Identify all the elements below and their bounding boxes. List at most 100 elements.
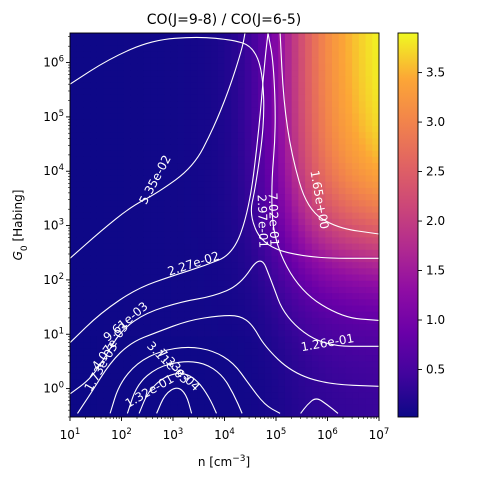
- heatmap-cell: [123, 70, 131, 77]
- y-tick-label: 102: [43, 272, 64, 287]
- heatmap-cell: [278, 187, 286, 195]
- heatmap-cell: [130, 107, 138, 115]
- heatmap-cell: [271, 243, 279, 251]
- heatmap-cell: [318, 225, 326, 232]
- heatmap-cell: [224, 101, 232, 108]
- heatmap-cell: [251, 194, 259, 201]
- heatmap-cell: [365, 138, 373, 145]
- heatmap-cell: [177, 342, 185, 350]
- heatmap-cell: [96, 293, 105, 300]
- heatmap-cell: [143, 255, 152, 263]
- heatmap-cell: [251, 33, 259, 40]
- heatmap-cell: [237, 138, 246, 145]
- heatmap-cell: [291, 206, 299, 214]
- heatmap-cell: [90, 280, 98, 288]
- heatmap-cell: [244, 156, 252, 164]
- heatmap-cell: [298, 274, 306, 282]
- heatmap-cell: [83, 286, 91, 294]
- heatmap-cell: [278, 45, 286, 53]
- heatmap-cell: [157, 218, 165, 226]
- heatmap-cell: [103, 94, 111, 102]
- heatmap-cell: [352, 163, 360, 170]
- heatmap-cell: [123, 33, 131, 40]
- heatmap-cell: [264, 361, 273, 368]
- heatmap-cell: [204, 410, 212, 417]
- heatmap-cell: [83, 392, 91, 399]
- heatmap-cell: [365, 63, 373, 71]
- heatmap-cell: [311, 373, 320, 381]
- heatmap-cell: [164, 293, 172, 300]
- heatmap-cell: [177, 200, 185, 207]
- heatmap-cell: [96, 132, 105, 139]
- heatmap-cell: [278, 280, 286, 288]
- heatmap-cell: [190, 175, 199, 183]
- heatmap-cell: [190, 373, 199, 381]
- heatmap-cell: [358, 274, 367, 282]
- heatmap-cell: [164, 311, 172, 319]
- heatmap-cell: [345, 113, 353, 121]
- heatmap-cell: [264, 379, 273, 387]
- heatmap-cell: [352, 243, 360, 251]
- heatmap-cell: [291, 187, 299, 195]
- heatmap-cell: [137, 113, 145, 121]
- heatmap-cell: [197, 150, 205, 158]
- heatmap-cell: [372, 63, 379, 71]
- heatmap-cell: [76, 361, 84, 368]
- heatmap-cell: [117, 255, 125, 263]
- heatmap-cell: [365, 249, 373, 257]
- heatmap-cell: [298, 175, 306, 183]
- heatmap-cell: [150, 181, 158, 189]
- heatmap-cell: [137, 163, 145, 170]
- heatmap-cell: [251, 57, 259, 65]
- heatmap-cell: [117, 57, 125, 65]
- heatmap-cell: [157, 361, 165, 368]
- heatmap-cell: [258, 293, 266, 300]
- heatmap-cell: [271, 274, 279, 282]
- heatmap-cell: [251, 63, 259, 71]
- heatmap-cell: [177, 156, 185, 164]
- heatmap-cell: [358, 361, 367, 368]
- heatmap-cell: [305, 63, 313, 71]
- heatmap-cell: [123, 373, 131, 381]
- heatmap-cell: [137, 33, 145, 40]
- heatmap-cell: [190, 330, 199, 337]
- heatmap-cell: [164, 379, 172, 387]
- heatmap-cell: [237, 150, 246, 158]
- heatmap-cell: [278, 317, 286, 325]
- heatmap-cell: [110, 101, 118, 108]
- heatmap-cell: [184, 293, 192, 300]
- heatmap-cell: [130, 150, 138, 158]
- heatmap-cell: [298, 113, 306, 121]
- heatmap-cell: [123, 150, 131, 158]
- heatmap-cell: [224, 82, 232, 90]
- heatmap-cell: [204, 274, 212, 282]
- x-tick-label: 104: [214, 427, 235, 442]
- heatmap-cell: [190, 255, 199, 263]
- heatmap-cell: [298, 33, 306, 40]
- heatmap-cell: [365, 175, 373, 183]
- heatmap-cell: [284, 386, 293, 393]
- heatmap-cell: [217, 187, 225, 195]
- heatmap-cell: [96, 169, 105, 176]
- heatmap-cell: [338, 169, 346, 176]
- heatmap-cell: [197, 212, 205, 220]
- heatmap-cell: [278, 336, 286, 344]
- heatmap-cell: [284, 181, 293, 189]
- heatmap-cell: [338, 132, 346, 139]
- heatmap-cell: [137, 138, 145, 145]
- heatmap-cell: [96, 367, 105, 375]
- heatmap-cell: [352, 392, 360, 399]
- heatmap-cell: [83, 57, 91, 65]
- heatmap-cell: [143, 398, 152, 406]
- heatmap-cell: [284, 262, 293, 269]
- heatmap-cell: [331, 169, 340, 176]
- heatmap-cell: [331, 398, 340, 406]
- heatmap-cell: [204, 262, 212, 269]
- heatmap-cell: [338, 410, 346, 417]
- heatmap-cell: [96, 392, 105, 399]
- heatmap-cell: [365, 274, 373, 282]
- heatmap-cell: [231, 119, 239, 127]
- heatmap-cell: [338, 379, 346, 387]
- heatmap-cell: [258, 268, 266, 276]
- heatmap-cell: [264, 386, 273, 393]
